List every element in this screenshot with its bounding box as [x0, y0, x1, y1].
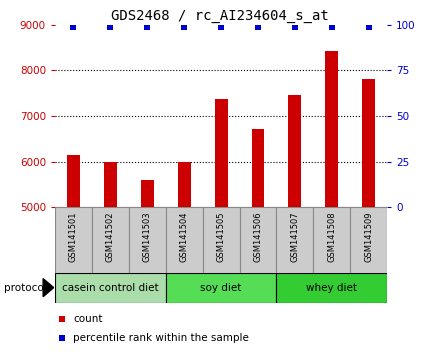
- Text: count: count: [73, 314, 103, 325]
- Bar: [129, 207, 166, 273]
- Text: casein control diet: casein control diet: [62, 282, 159, 293]
- Bar: [239, 207, 276, 273]
- Bar: [92, 207, 129, 273]
- Text: GSM141504: GSM141504: [180, 211, 189, 262]
- Bar: [55, 273, 166, 303]
- Bar: [178, 162, 191, 207]
- Text: whey diet: whey diet: [306, 282, 357, 293]
- Text: GSM141506: GSM141506: [253, 211, 263, 262]
- Text: GSM141508: GSM141508: [327, 211, 336, 262]
- Bar: [67, 155, 80, 207]
- Bar: [289, 96, 301, 207]
- Bar: [276, 273, 387, 303]
- Bar: [141, 180, 154, 207]
- Text: GSM141501: GSM141501: [69, 211, 78, 262]
- Bar: [166, 207, 203, 273]
- Polygon shape: [43, 279, 54, 297]
- Bar: [350, 207, 387, 273]
- Text: soy diet: soy diet: [200, 282, 242, 293]
- Bar: [203, 207, 239, 273]
- Text: GSM141507: GSM141507: [290, 211, 300, 262]
- Text: protocol: protocol: [4, 282, 47, 293]
- Bar: [104, 161, 117, 207]
- Text: percentile rank within the sample: percentile rank within the sample: [73, 333, 249, 343]
- Bar: [55, 207, 92, 273]
- Text: GSM141509: GSM141509: [364, 211, 373, 262]
- Bar: [362, 79, 375, 207]
- Bar: [215, 99, 227, 207]
- Bar: [252, 129, 264, 207]
- Bar: [276, 207, 313, 273]
- Text: GDS2468 / rc_AI234604_s_at: GDS2468 / rc_AI234604_s_at: [111, 9, 329, 23]
- Text: GSM141505: GSM141505: [216, 211, 226, 262]
- Bar: [166, 273, 276, 303]
- Bar: [325, 51, 338, 207]
- Text: GSM141503: GSM141503: [143, 211, 152, 262]
- Bar: [313, 207, 350, 273]
- Text: GSM141502: GSM141502: [106, 211, 115, 262]
